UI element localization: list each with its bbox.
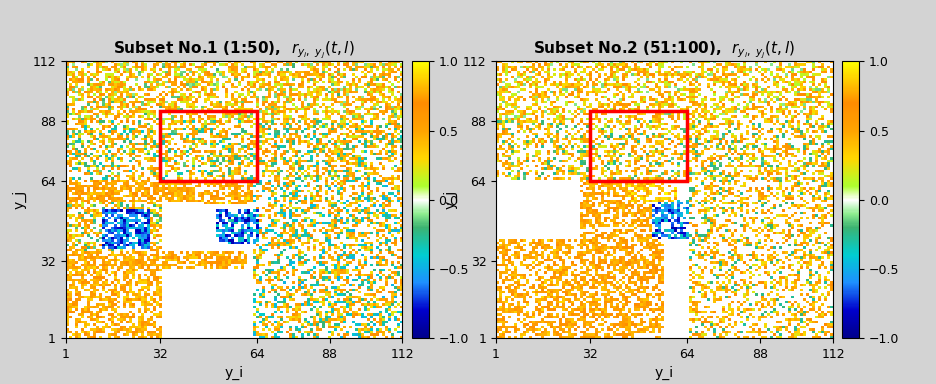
- Y-axis label: y_j: y_j: [443, 190, 457, 209]
- Title: Subset No.2 (51:100),  $r_{y_i,\ y_j}(t,l)$: Subset No.2 (51:100), $r_{y_i,\ y_j}(t,l…: [534, 40, 796, 61]
- Bar: [591, 111, 687, 181]
- Bar: [160, 111, 256, 181]
- Title: Subset No.1 (1:50),  $r_{y_i,\ y_j}(t,l)$: Subset No.1 (1:50), $r_{y_i,\ y_j}(t,l)$: [113, 40, 355, 61]
- X-axis label: y_i: y_i: [225, 366, 243, 380]
- X-axis label: y_i: y_i: [655, 366, 674, 380]
- Y-axis label: y_j: y_j: [12, 190, 26, 209]
